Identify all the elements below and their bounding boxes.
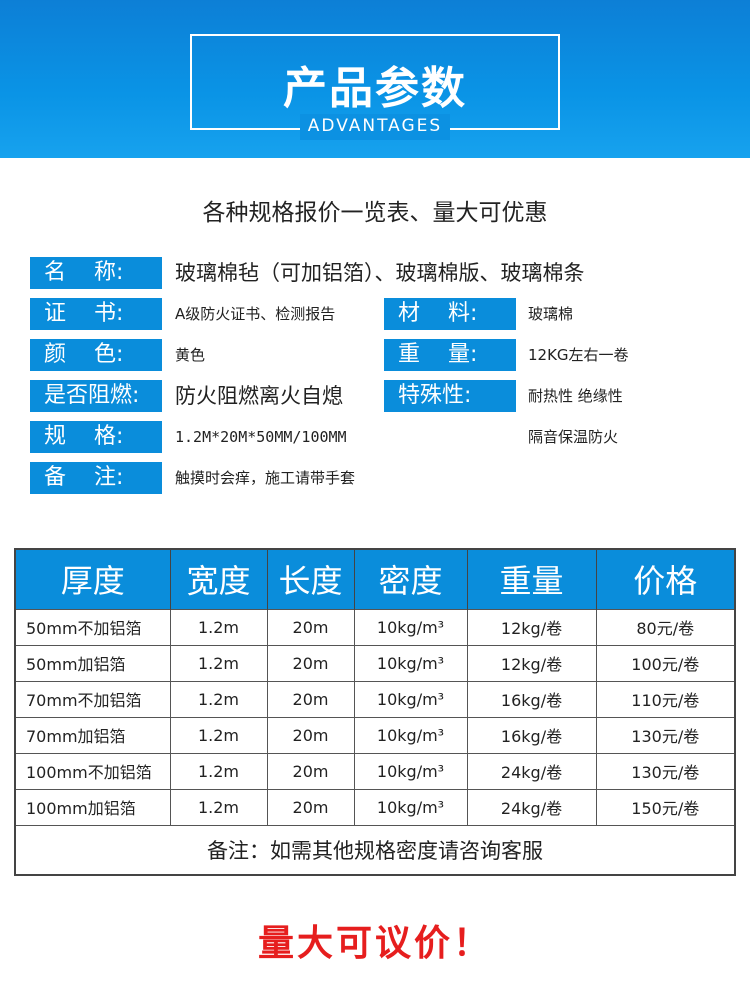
value-remark: 触摸时会痒，施工请带手套: [175, 469, 356, 487]
value-weight: 12KG左右一卷: [528, 346, 629, 364]
price-table: 厚度 宽度 长度 密度 重量 价格 50mm不加铝箔 1.2m 20m 10kg/m³ 12kg/…: [14, 548, 736, 876]
table-cell: 1.2m: [169, 644, 268, 682]
table-cell: 10kg/m³: [353, 644, 468, 682]
value-material: 玻璃棉: [528, 305, 574, 323]
table-row: 100mm不加铝箔 1.2m 20m 10kg/m³ 24kg/卷 130元/卷: [14, 752, 736, 790]
table-row: 50mm加铝箔 1.2m 20m 10kg/m³ 12kg/卷 100元/卷: [14, 644, 736, 682]
label-cert: 证 书:: [30, 298, 162, 330]
label-name: 名 称:: [30, 257, 162, 289]
table-cell: 1.2m: [169, 608, 268, 646]
table-cell: 70mm加铝箔: [14, 716, 171, 754]
value-name: 玻璃棉毡（可加铝箔）、玻璃棉版、玻璃棉条: [175, 261, 585, 285]
column-header: 宽度: [170, 549, 268, 609]
table-cell: 20m: [266, 608, 355, 646]
table-note: 备注：如需其他规格密度请咨询客服: [14, 824, 736, 876]
table-cell: 80元/卷: [595, 608, 736, 646]
table-cell: 20m: [266, 752, 355, 790]
table-row: 70mm加铝箔 1.2m 20m 10kg/m³ 16kg/卷 130元/卷: [14, 716, 736, 754]
label-color: 颜 色:: [30, 339, 162, 371]
table-cell: 50mm加铝箔: [14, 644, 171, 682]
table-cell: 1.2m: [169, 752, 268, 790]
page-subtitle: ADVANTAGES: [307, 116, 443, 136]
table-cell: 12kg/卷: [466, 608, 597, 646]
table-cell: 130元/卷: [595, 716, 736, 754]
tagline: 各种规格报价一览表、量大可优惠: [202, 200, 548, 226]
table-cell: 24kg/卷: [466, 788, 597, 826]
table-cell: 10kg/m³: [353, 680, 468, 718]
label-material: 材 料:: [384, 298, 516, 330]
table-row: 70mm不加铝箔 1.2m 20m 10kg/m³ 16kg/卷 110元/卷: [14, 680, 736, 718]
label-remark: 备 注:: [30, 462, 162, 494]
column-header: 厚度: [15, 549, 171, 609]
column-header: 长度: [267, 549, 355, 609]
page-title: 产品参数: [283, 63, 467, 114]
column-header: 密度: [354, 549, 468, 609]
table-cell: 100mm不加铝箔: [14, 752, 171, 790]
header-banner: 产品参数 ADVANTAGES: [0, 0, 750, 158]
label-size: 规 格:: [30, 421, 162, 453]
label-weight: 重 量:: [384, 339, 516, 371]
table-row: 50mm不加铝箔 1.2m 20m 10kg/m³ 12kg/卷 80元/卷: [14, 608, 736, 646]
table-cell: 10kg/m³: [353, 752, 468, 790]
table-cell: 20m: [266, 716, 355, 754]
table-cell: 130元/卷: [595, 752, 736, 790]
value-special-2: 隔音保温防火: [528, 428, 619, 446]
table-cell: 150元/卷: [595, 788, 736, 826]
table-cell: 1.2m: [169, 716, 268, 754]
value-flame: 防火阻燃离火自熄: [175, 384, 343, 408]
table-cell: 20m: [266, 680, 355, 718]
value-size: 1.2M*20M*50MM/100MM: [175, 428, 347, 446]
value-special: 耐热性 绝缘性: [528, 387, 623, 405]
table-cell: 70mm不加铝箔: [14, 680, 171, 718]
table-cell: 110元/卷: [595, 680, 736, 718]
table-cell: 20m: [266, 644, 355, 682]
column-header: 价格: [596, 549, 736, 609]
promo-text: 量大可议价！: [257, 923, 492, 964]
value-cert: A级防火证书、检测报告: [175, 305, 336, 323]
table-cell: 24kg/卷: [466, 752, 597, 790]
table-cell: 100元/卷: [595, 644, 736, 682]
table-cell: 1.2m: [169, 680, 268, 718]
table-cell: 12kg/卷: [466, 644, 597, 682]
table-header-row: 厚度 宽度 长度 密度 重量 价格: [15, 549, 736, 609]
value-color: 黄色: [175, 346, 206, 364]
table-cell: 16kg/卷: [466, 680, 597, 718]
column-header: 重量: [467, 549, 597, 609]
table-cell: 16kg/卷: [466, 716, 597, 754]
subtitle-backdrop: [300, 114, 450, 140]
table-cell: 50mm不加铝箔: [14, 608, 171, 646]
label-special: 特殊性:: [384, 380, 516, 412]
table-cell: 100mm加铝箔: [14, 788, 171, 826]
label-flame: 是否阻燃:: [30, 380, 162, 412]
table-cell: 1.2m: [169, 788, 268, 826]
table-cell: 10kg/m³: [353, 608, 468, 646]
table-row: 100mm加铝箔 1.2m 20m 10kg/m³ 24kg/卷 150元/卷: [14, 788, 736, 826]
table-cell: 20m: [266, 788, 355, 826]
table-cell: 10kg/m³: [353, 716, 468, 754]
table-cell: 10kg/m³: [353, 788, 468, 826]
table-note-row: 备注：如需其他规格密度请咨询客服: [14, 824, 736, 876]
